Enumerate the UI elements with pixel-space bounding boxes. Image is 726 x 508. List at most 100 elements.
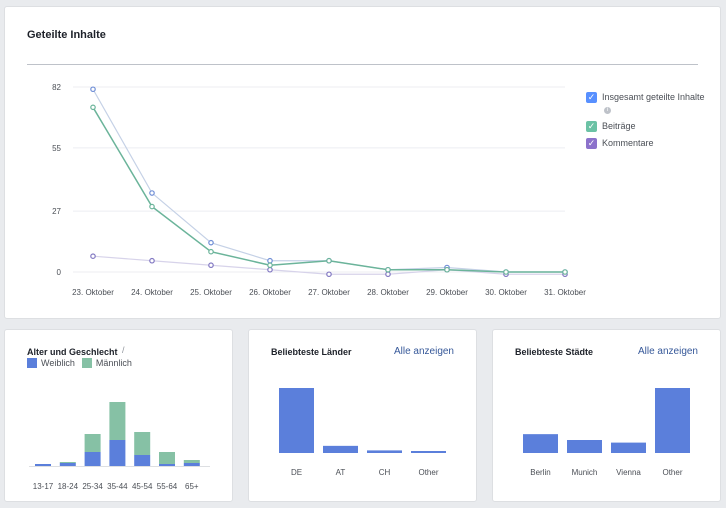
legend-label: Insgesamt geteilte Inhaltei [602, 92, 705, 114]
divider [27, 64, 698, 65]
top-cities-card: Beliebteste Städte Alle anzeigen Berlin M… [492, 329, 721, 502]
checkbox-icon[interactable]: ✓ [586, 121, 597, 132]
legend-label-male: Männlich [95, 358, 132, 368]
shared-content-card: Geteilte Inhalte 0 27 55 82 23. Oktober 24. O… [4, 6, 721, 319]
bar-male[interactable] [84, 434, 101, 452]
bar[interactable] [411, 451, 446, 453]
divider: / [122, 345, 125, 355]
data-point[interactable] [90, 86, 96, 93]
x-tick-label: AT [336, 468, 346, 477]
legend-item[interactable]: ✓ Insgesamt geteilte Inhaltei [586, 91, 706, 115]
x-tick-label: 18-24 [58, 482, 79, 491]
cities-bar-chart: Berlin Munich Vienna Other [523, 388, 690, 477]
y-tick-label: 55 [52, 144, 61, 153]
bar-female[interactable] [35, 464, 51, 466]
shared-content-line-chart: 0 27 55 82 23. Oktober 24. Oktober 25. Oktober… [52, 83, 586, 297]
data-point[interactable] [326, 271, 332, 278]
bar-male[interactable] [159, 452, 175, 464]
data-point[interactable] [385, 266, 391, 273]
data-point[interactable] [267, 257, 273, 264]
data-point[interactable] [90, 104, 96, 111]
top-countries-card: Beliebteste Länder Alle anzeigen DE AT CH O… [248, 329, 477, 502]
bar[interactable] [567, 440, 602, 453]
data-point[interactable] [208, 239, 214, 246]
x-tick-label: 28. Oktober [367, 288, 409, 297]
info-icon[interactable]: i [604, 107, 611, 114]
data-point[interactable] [149, 203, 155, 210]
legend-item[interactable]: ✓ Kommentare [586, 137, 706, 149]
bar-female[interactable] [159, 464, 175, 466]
x-tick-label: 45-54 [132, 482, 153, 491]
x-tick-label: 27. Oktober [308, 288, 350, 297]
x-tick-label: 30. Oktober [485, 288, 527, 297]
data-point[interactable] [149, 257, 155, 264]
legend-swatch-male [81, 358, 92, 368]
bar-female[interactable] [134, 455, 151, 466]
bar[interactable] [611, 442, 646, 453]
chart-legend: ✓ Insgesamt geteilte Inhaltei ✓ Beiträge ✓ Ko… [586, 91, 706, 154]
bar-female[interactable] [59, 463, 76, 466]
x-tick-label: 29. Oktober [426, 288, 468, 297]
bar[interactable] [655, 388, 690, 453]
card-title: Beliebteste Städte [515, 347, 594, 357]
data-point[interactable] [208, 248, 214, 255]
x-tick-label: Munich [572, 468, 598, 477]
y-tick-label: 0 [57, 268, 62, 277]
bar-male[interactable] [109, 402, 126, 440]
bar[interactable] [523, 434, 558, 453]
age-gender-card: Alter und Geschlecht / Weiblich Männlich… [4, 329, 233, 502]
age-gender-bar-chart: 13-17 18-24 25-34 35-44 45-54 55-64 65+ [29, 402, 210, 491]
bar-male[interactable] [59, 462, 76, 463]
data-point[interactable] [326, 257, 332, 264]
x-tick-label: CH [379, 468, 391, 477]
countries-bar-chart: DE AT CH Other [279, 388, 446, 477]
bar[interactable] [323, 445, 358, 453]
bar-female[interactable] [84, 452, 101, 466]
card-title: Alter und Geschlecht [27, 347, 118, 357]
checkbox-icon[interactable]: ✓ [586, 138, 597, 149]
data-point[interactable] [385, 271, 391, 278]
legend-label: Kommentare [602, 138, 654, 148]
data-point[interactable] [267, 266, 273, 273]
data-point[interactable] [90, 253, 96, 260]
legend-item[interactable]: ✓ Beiträge [586, 120, 706, 132]
series-line [92, 88, 565, 273]
bar-male[interactable] [183, 460, 200, 463]
x-tick-label: 13-17 [33, 482, 54, 491]
x-tick-label: 24. Oktober [131, 288, 173, 297]
data-point[interactable] [149, 190, 155, 196]
x-tick-label: 25. Oktober [190, 288, 232, 297]
x-tick-label: 25-34 [82, 482, 103, 491]
y-tick-label: 27 [52, 207, 61, 216]
x-tick-label: 31. Oktober [544, 288, 586, 297]
bar[interactable] [279, 388, 314, 453]
bar-male[interactable] [134, 432, 151, 455]
age-legend: Weiblich Männlich [27, 358, 139, 368]
x-tick-label: 26. Oktober [249, 288, 291, 297]
data-point[interactable] [562, 269, 568, 275]
x-tick-label: Vienna [616, 468, 641, 477]
data-point[interactable] [267, 262, 273, 269]
x-tick-label: Berlin [530, 468, 550, 477]
bar-female[interactable] [109, 440, 126, 466]
x-tick-label: Other [662, 468, 682, 477]
series-line [92, 106, 565, 273]
data-point[interactable] [208, 262, 214, 269]
x-tick-label: Other [418, 468, 438, 477]
checkbox-icon[interactable]: ✓ [586, 92, 597, 103]
legend-label: Beiträge [602, 121, 636, 131]
data-point[interactable] [444, 266, 450, 273]
card-title: Beliebteste Länder [271, 347, 352, 357]
y-tick-label: 82 [52, 83, 61, 92]
card-title: Geteilte Inhalte [27, 29, 106, 41]
x-tick-label: 55-64 [157, 482, 178, 491]
x-tick-label: 65+ [185, 482, 199, 491]
legend-label-female: Weiblich [41, 358, 75, 368]
x-tick-label: 23. Oktober [72, 288, 114, 297]
data-point[interactable] [503, 269, 509, 275]
bar-female[interactable] [183, 463, 200, 466]
bar[interactable] [367, 450, 402, 453]
legend-swatch-female [27, 358, 37, 368]
see-all-link[interactable]: Alle anzeigen [393, 346, 454, 357]
see-all-link[interactable]: Alle anzeigen [637, 346, 698, 357]
